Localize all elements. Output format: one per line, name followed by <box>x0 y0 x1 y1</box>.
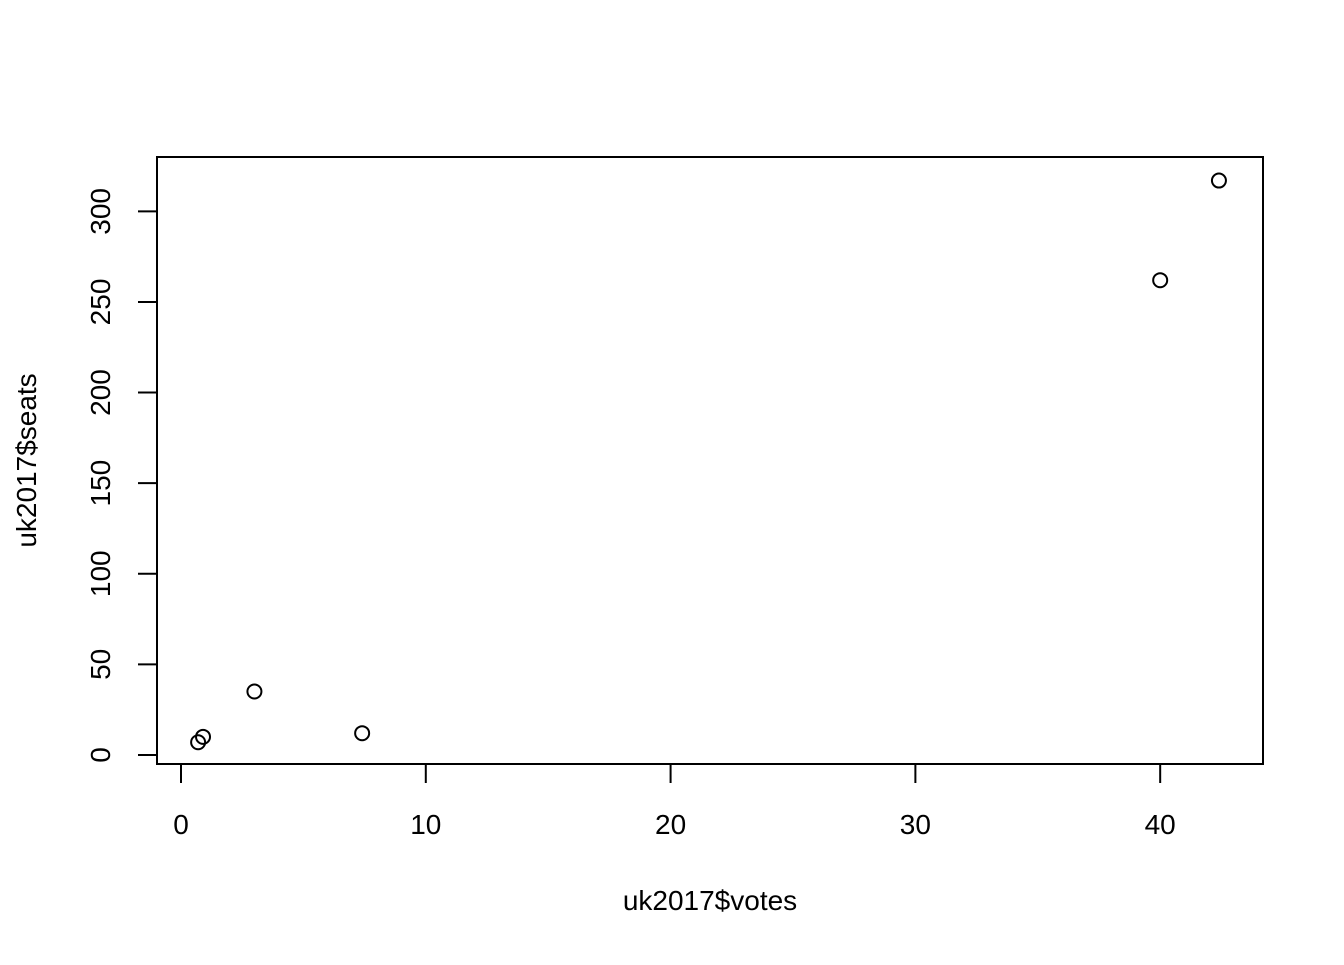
data-point <box>1152 272 1169 289</box>
axes: 0 10 20 30 40 0 50 100 150 200 250 300 <box>85 156 1264 840</box>
x-tick-label: 40 <box>1145 809 1176 840</box>
x-tick-label: 30 <box>900 809 931 840</box>
y-tick-label: 200 <box>85 369 116 416</box>
data-point <box>354 725 371 742</box>
x-tick-label: 20 <box>655 809 686 840</box>
y-tick-label: 100 <box>85 550 116 597</box>
y-tick-label: 150 <box>85 460 116 507</box>
y-tick-label: 50 <box>85 649 116 680</box>
data-point <box>1210 172 1227 189</box>
data-point <box>246 683 263 700</box>
y-tick-label: 0 <box>85 747 116 763</box>
y-axis-label: uk2017$seats <box>11 373 42 547</box>
data-points <box>190 172 1227 751</box>
x-axis-label: uk2017$votes <box>623 885 797 916</box>
data-point <box>190 734 207 751</box>
y-tick-label: 250 <box>85 279 116 326</box>
data-point <box>195 728 212 745</box>
x-tick-label: 0 <box>173 809 189 840</box>
plot-frame <box>156 156 1264 765</box>
y-tick-label: 300 <box>85 188 116 235</box>
x-tick-label: 10 <box>410 809 441 840</box>
